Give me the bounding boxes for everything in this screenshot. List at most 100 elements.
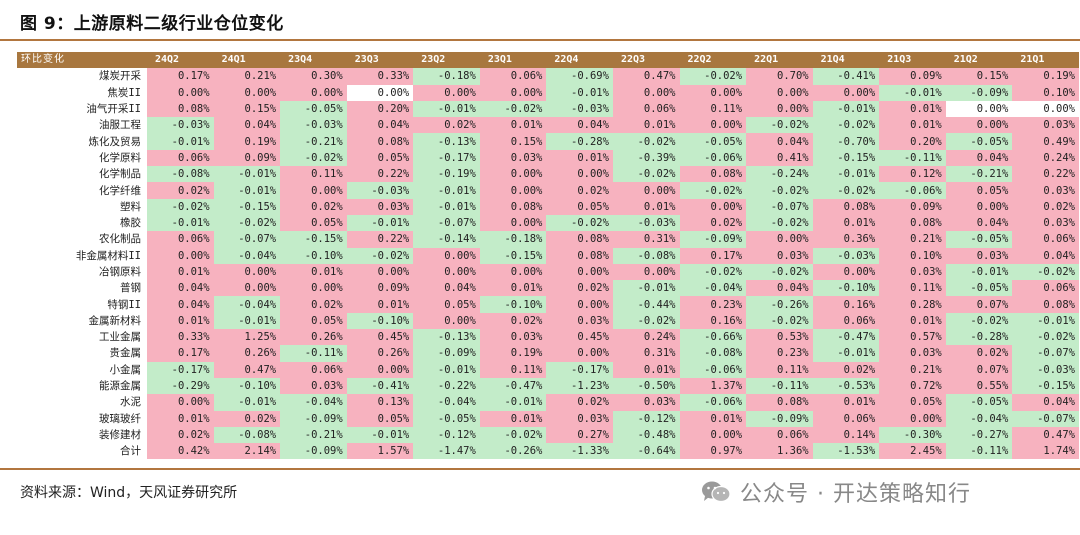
column-header: 23Q3 (346, 52, 414, 69)
value-cell: -0.01% (213, 394, 281, 411)
value-cell: 0.00% (346, 361, 414, 378)
value-cell: -0.05% (945, 231, 1013, 248)
value-cell: 0.00% (546, 345, 613, 362)
value-cell: -0.05% (945, 280, 1013, 297)
value-cell: -0.01% (612, 280, 680, 297)
value-cell: 0.49% (1012, 133, 1079, 150)
row-label: 化学制品 (17, 166, 147, 183)
value-cell: -0.07% (1012, 410, 1079, 427)
value-cell: -0.15% (280, 231, 347, 248)
value-cell: 0.01% (546, 149, 613, 167)
value-cell: 0.00% (413, 312, 480, 330)
value-cell: 0.05% (346, 149, 414, 167)
value-cell: 0.04% (746, 133, 813, 150)
value-cell: -0.04% (213, 296, 281, 313)
value-cell: 0.11% (280, 166, 347, 183)
value-cell: 0.12% (879, 166, 946, 183)
value-cell: 0.01% (147, 312, 214, 330)
value-cell: -0.50% (612, 377, 680, 395)
value-cell: 0.21% (879, 361, 946, 378)
value-cell: -1.47% (413, 443, 480, 460)
value-cell: -0.01% (346, 426, 414, 444)
value-cell: 0.20% (346, 100, 414, 118)
value-cell: -0.05% (413, 410, 480, 427)
table-row: 冶钢原料 0.01% 0.00% 0.01% 0.00% 0.00% 0.00% 0.00% 0… (17, 263, 1079, 281)
column-header: 22Q1 (746, 52, 813, 69)
watermark: 公众号 · 开达策略知行 (700, 476, 971, 508)
value-cell: 0.47% (1012, 426, 1079, 444)
value-cell: 0.10% (1012, 84, 1079, 101)
value-cell: 0.05% (546, 198, 613, 215)
value-cell: -0.11% (879, 149, 946, 167)
row-label: 油气开采II (17, 100, 147, 118)
value-cell: -0.03% (280, 117, 347, 134)
value-cell: 0.04% (945, 149, 1013, 167)
value-cell: 0.00% (945, 100, 1013, 118)
value-cell: -0.10% (213, 377, 281, 395)
value-cell: 0.17% (679, 247, 747, 264)
value-cell: 0.08% (546, 247, 613, 264)
value-cell: 0.01% (479, 410, 547, 427)
value-cell: -0.41% (346, 377, 414, 395)
table-header-row: 环比变化 24Q2 24Q1 23Q4 23Q3 23Q2 23Q1 22Q4 22Q3 22Q… (17, 52, 1079, 69)
table-row: 特钢II 0.04% -0.04% 0.02% 0.01% 0.05% -0.10% 0.00… (17, 296, 1079, 313)
value-cell: 0.03% (280, 377, 347, 395)
value-cell: 1.37% (679, 377, 747, 395)
value-cell: 0.20% (879, 133, 946, 150)
value-cell: -0.21% (280, 133, 347, 150)
value-cell: 0.06% (812, 312, 880, 330)
value-cell: -0.02% (812, 117, 880, 134)
value-cell: 0.01% (812, 214, 880, 232)
value-cell: 0.03% (612, 394, 680, 411)
value-cell: -0.01% (147, 133, 214, 150)
value-cell: -0.09% (280, 410, 347, 427)
value-cell: 0.02% (812, 361, 880, 378)
table-row: 普钢 0.04% 0.00% 0.00% 0.09% 0.04% 0.01% 0.02% -0.… (17, 280, 1079, 297)
value-cell: 0.01% (612, 361, 680, 378)
value-cell: -0.05% (280, 100, 347, 118)
value-cell: 0.00% (1012, 100, 1079, 118)
value-cell: 0.01% (679, 410, 747, 427)
value-cell: 0.16% (812, 296, 880, 313)
value-cell: 0.22% (346, 231, 414, 248)
column-header: 23Q4 (280, 52, 347, 69)
value-cell: -0.02% (679, 263, 747, 281)
value-cell: -0.02% (746, 117, 813, 134)
table-row: 装修建材 0.02% -0.08% -0.21% -0.01% -0.12% -0.02% 0… (17, 426, 1079, 444)
value-cell: 0.00% (413, 247, 480, 264)
position-change-table: 环比变化 24Q2 24Q1 23Q4 23Q3 23Q2 23Q1 22Q4 22Q3 22Q… (17, 52, 1079, 460)
value-cell: -0.01% (879, 84, 946, 101)
value-cell: 0.47% (612, 68, 680, 85)
value-cell: 0.03% (1012, 117, 1079, 134)
value-cell: -0.06% (879, 182, 946, 199)
value-cell: 0.21% (879, 231, 946, 248)
value-cell: 0.03% (1012, 182, 1079, 199)
row-label: 炼化及贸易 (17, 133, 147, 150)
value-cell: 0.02% (413, 117, 480, 134)
value-cell: 0.00% (812, 84, 880, 101)
value-cell: 0.02% (945, 345, 1013, 362)
value-cell: 0.07% (945, 361, 1013, 378)
value-cell: 0.01% (612, 117, 680, 134)
value-cell: 0.05% (280, 214, 347, 232)
value-cell: 0.28% (879, 296, 946, 313)
value-cell: -0.15% (1012, 377, 1079, 395)
value-cell: -0.01% (812, 100, 880, 118)
value-cell: 0.06% (812, 410, 880, 427)
value-cell: 0.17% (147, 345, 214, 362)
table-row: 贵金属 0.17% 0.26% -0.11% 0.26% -0.09% 0.19% 0.00%… (17, 345, 1079, 362)
value-cell: 0.26% (346, 345, 414, 362)
value-cell: -0.07% (1012, 345, 1079, 362)
value-cell: -0.04% (413, 394, 480, 411)
value-cell: 0.00% (746, 84, 813, 101)
table-row: 塑料 -0.02% -0.15% 0.02% 0.03% -0.01% 0.08% 0.05%… (17, 198, 1079, 215)
value-cell: 0.00% (479, 214, 547, 232)
row-label: 塑料 (17, 198, 147, 215)
value-cell: 0.00% (612, 84, 680, 101)
watermark-text: 公众号 · 开达策略知行 (740, 482, 971, 507)
value-cell: -0.01% (413, 361, 480, 378)
table-row: 非金属材料II 0.00% -0.04% -0.10% -0.02% 0.00% -0.15… (17, 247, 1079, 264)
column-header: 24Q1 (213, 52, 281, 69)
value-cell: 1.57% (346, 443, 414, 460)
table-row: 化学纤维 0.02% -0.01% 0.00% -0.03% -0.01% 0.00% 0.0… (17, 182, 1079, 199)
